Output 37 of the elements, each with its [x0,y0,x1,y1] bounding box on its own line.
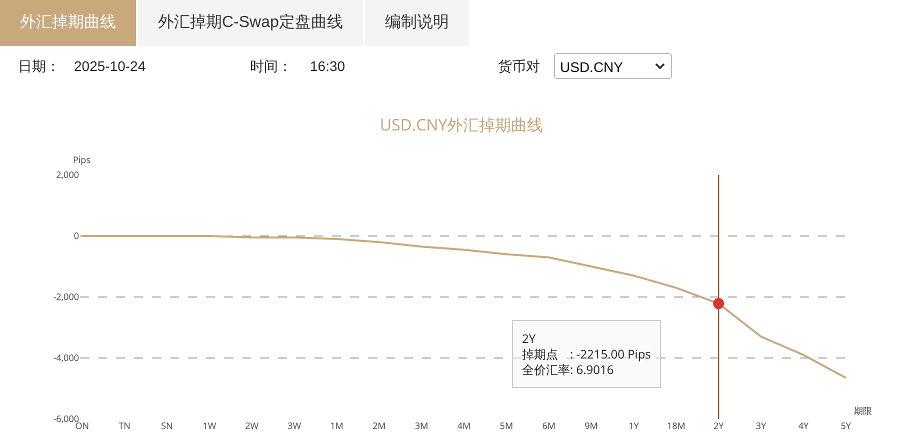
x-tick-label: 4M [457,419,471,432]
y-tick-label: -4,000 [53,351,79,364]
x-tick-label: 2W [245,419,260,432]
x-tick-label: 2M [372,419,386,432]
x-tick-label: 1W [202,419,217,432]
y-axis-title: Pips [73,153,90,166]
y-tick-label: 0 [74,229,79,242]
x-tick-label: 3W [288,419,302,432]
text: 货币对 [498,58,540,76]
annotation: 2Y 掉期点 : -2215.00 Pips 全价汇率: 6.9016 [522,330,652,378]
text: 16:30 [310,58,346,74]
x-tick-label: 9M [584,419,598,432]
x-tick-label: 6M [542,419,556,432]
y-tick-label: -6,000 [53,412,79,426]
x-tick-label: 5Y [840,419,852,432]
x-tick-label: 5M [500,419,514,432]
text: 日期： [18,58,60,76]
y-tick-label: -2,000 [53,290,79,304]
y-tick-label: 2,000 [56,168,79,182]
text: USD.CNY [554,53,672,79]
x-tick-label: 1Y [628,419,640,432]
x-tick-label: 3M [414,419,428,432]
text: 时间： [250,58,292,76]
x-tick-label: 2Y [713,419,725,432]
x-tick-label: 18M [666,419,686,432]
x-tick-label: 3Y [756,419,768,432]
x-tick-label: SN [161,419,173,432]
x-axis-title: 期限 [854,404,872,417]
line-series [81,235,847,379]
text: 编制说明 [364,0,469,46]
x-tick-label: 1M [330,419,344,432]
text: 2025-10-24 [74,58,146,74]
x-tick-label: TN [118,419,130,432]
text: 外汇掉期曲线 [0,0,136,46]
x-tick-label: 4Y [798,419,810,432]
text: 外汇掉期C-Swap定盘曲线 [138,0,363,46]
chart-title: USD.CNY外汇掉期曲线 [380,114,544,136]
